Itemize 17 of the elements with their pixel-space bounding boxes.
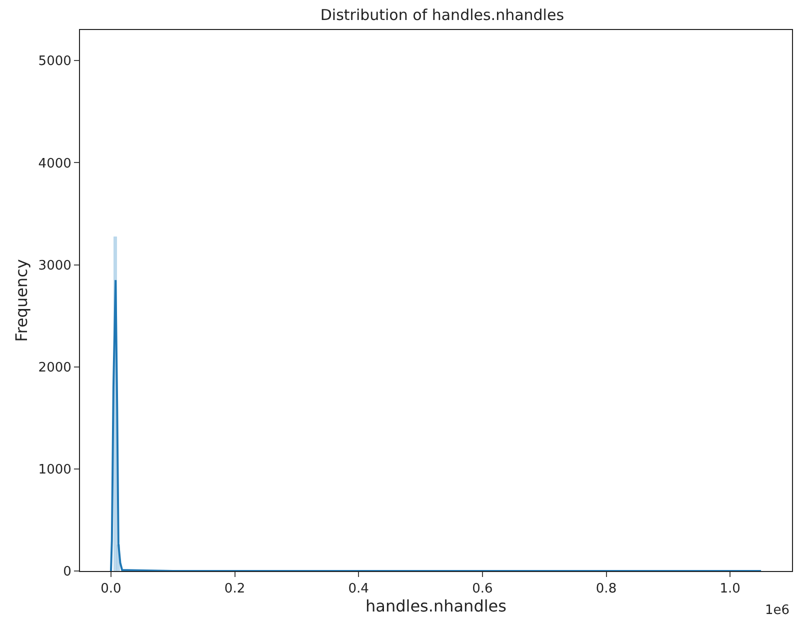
x-tick-label: 0.2 bbox=[224, 582, 246, 597]
x-tick-label: 0.8 bbox=[596, 582, 617, 597]
y-tick-label: 3000 bbox=[38, 258, 72, 274]
y-tick-label: 1000 bbox=[38, 462, 72, 478]
y-tick-label: 4000 bbox=[38, 156, 72, 172]
line-series bbox=[110, 279, 762, 571]
y-tick-label: 2000 bbox=[38, 360, 72, 376]
chart-title: Distribution of handles.nhandles bbox=[320, 6, 564, 24]
text: 1e6 bbox=[765, 603, 790, 618]
x-tick-label: 0.0 bbox=[100, 582, 122, 597]
x-tick-label: 1.0 bbox=[720, 582, 740, 597]
y-tick-label: 0 bbox=[63, 564, 72, 580]
x-tick-label: 0.4 bbox=[348, 582, 369, 597]
x-tick-label: 0.6 bbox=[472, 582, 493, 597]
y-tick-label: 5000 bbox=[38, 54, 72, 70]
x-axis-title: handles.nhandles bbox=[366, 596, 506, 616]
y-axis-title: Frequency bbox=[12, 259, 32, 342]
